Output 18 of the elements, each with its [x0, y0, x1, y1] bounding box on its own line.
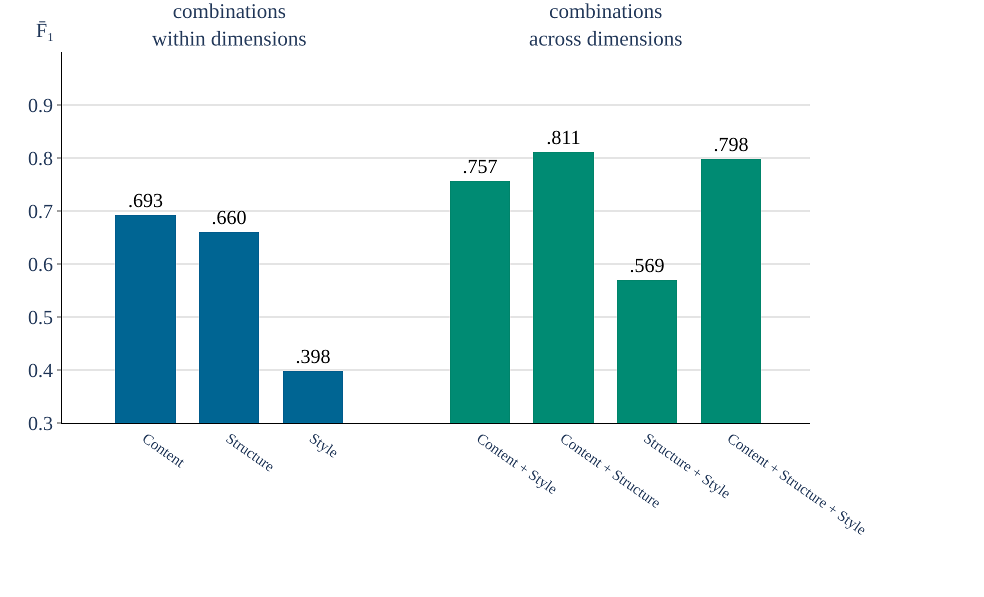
data-label: .811 — [546, 127, 581, 149]
data-label: .569 — [630, 255, 664, 277]
y-tick-label: 0.5 — [28, 307, 53, 329]
data-label: .660 — [212, 207, 246, 229]
y-axis-title: F̄₁ — [36, 20, 54, 42]
y-tick-label: 0.9 — [28, 95, 53, 117]
text: combinations within dimensions — [152, 0, 307, 50]
y-tick-label: 0.6 — [28, 254, 53, 276]
data-label: .398 — [296, 346, 330, 368]
data-label: .798 — [714, 134, 748, 156]
x-tick-label: Style — [306, 430, 341, 462]
text: combinations across dimensions — [529, 0, 682, 50]
data-label: .693 — [128, 190, 163, 212]
y-tick-label: 0.7 — [28, 201, 53, 223]
y-tick-label: 0.3 — [28, 413, 53, 435]
data-label: .757 — [462, 156, 498, 178]
y-tick-label: 0.4 — [28, 360, 53, 382]
y-tick-label: 0.8 — [28, 148, 53, 170]
